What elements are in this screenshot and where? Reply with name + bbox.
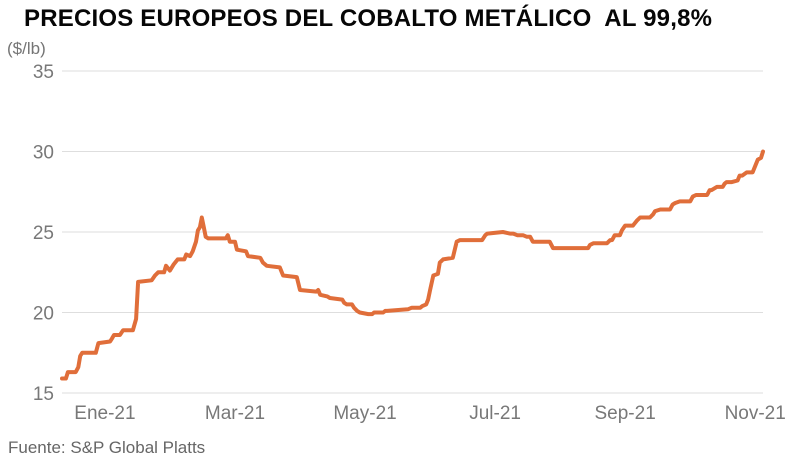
x-tick-label: Sep-21 [595,403,656,424]
y-tick-label: 15 [33,384,54,405]
x-tick-label: Jul-21 [469,403,521,424]
chart-title: PRECIOS EUROPEOS DEL COBALTO METÁLICO AL… [24,5,713,32]
y-tick-label: 30 [33,143,54,164]
x-tick-label: Mar-21 [205,403,265,424]
x-tick-label: May-21 [333,403,396,424]
source-note: Fuente: S&P Global Platts [8,438,206,457]
y-tick-label: 35 [33,62,54,83]
y-tick-label: 25 [33,223,54,244]
x-tick-label: Nov-21 [725,403,786,424]
y-axis-unit-label: ($/lb) [7,39,46,58]
y-tick-label: 20 [33,304,54,325]
price-line [60,149,765,381]
x-tick-label: Ene-21 [74,403,135,424]
